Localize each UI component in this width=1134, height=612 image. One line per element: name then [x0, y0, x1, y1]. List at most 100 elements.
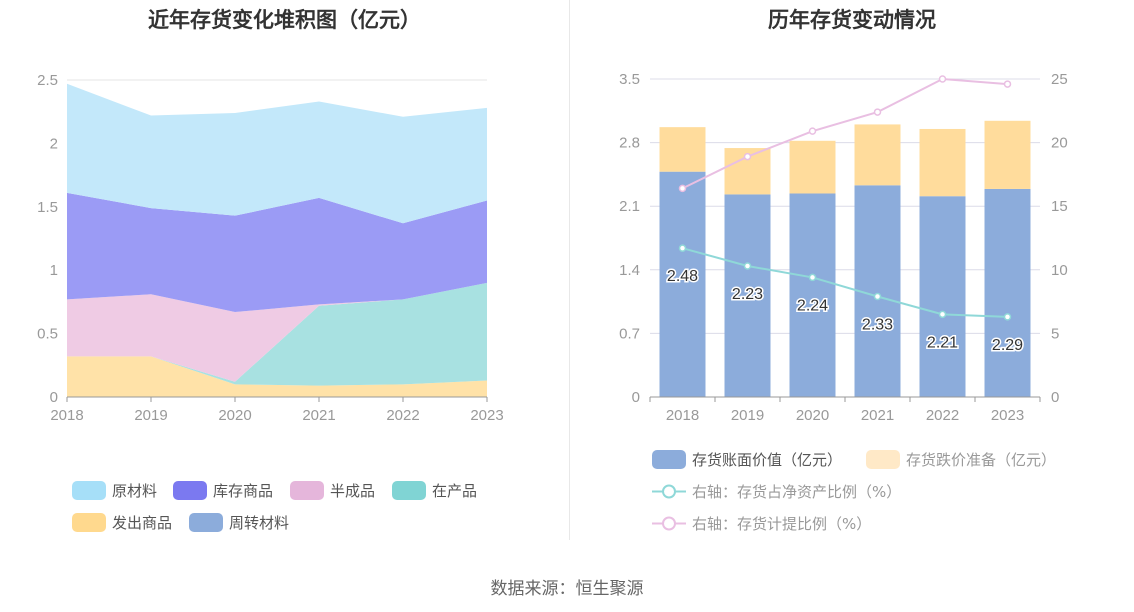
line-point [873, 108, 882, 116]
legend-item-turnover-material[interactable]: 周转材料 [189, 512, 289, 533]
y-tick-label: 1 [50, 262, 58, 279]
x-tick-label: 2018 [50, 407, 83, 424]
y-right-tick-label: 20 [1051, 135, 1068, 152]
y-right-tick-label: 25 [1051, 71, 1068, 88]
legend-label: 周转材料 [229, 514, 290, 532]
y-right-tick-label: 5 [1051, 325, 1059, 342]
bar-book-value [984, 188, 1031, 397]
y-right-tick-label: 10 [1051, 262, 1068, 279]
legend-item-raw-material[interactable]: 原材料 [72, 480, 157, 501]
legend-line-swatch [652, 514, 686, 533]
line-point [873, 292, 882, 301]
line-point [1003, 80, 1012, 88]
legend-swatch [173, 481, 207, 500]
legend-label: 库存商品 [213, 482, 274, 500]
data-source-note: 数据来源：恒生聚源 [490, 579, 644, 599]
left-chart-title: 近年存货变化堆积图（亿元） [148, 8, 421, 32]
line-point [938, 310, 947, 319]
legend-label: 右轴：存货计提比例（%） [692, 515, 872, 533]
legend-item-shipped-goods[interactable]: 发出商品 [72, 512, 172, 533]
x-tick-label: 2019 [134, 407, 167, 424]
bar-book-value [659, 171, 706, 397]
line-point [743, 152, 752, 161]
y-left-tick-label: 0 [632, 389, 640, 406]
area-series [67, 282, 487, 382]
area-series [67, 282, 487, 386]
bar-book-value [789, 193, 836, 397]
data-label: 2.21 [927, 334, 958, 351]
right-chart-title: 历年存货变动情况 [768, 8, 936, 32]
bar-book-value [724, 194, 771, 397]
legend-label: 在产品 [432, 482, 478, 500]
bar-line-combo-chart: 0 0 0.7 5 1.4 10 2.1 15 2.8 20 3.5 25 2018 2019 2020 20… [619, 71, 1068, 424]
bar-impairment [789, 140, 836, 194]
legend-item-stock-goods[interactable]: 库存商品 [173, 480, 273, 501]
y-tick-label: 0 [50, 389, 58, 406]
legend-item-impairment[interactable]: 存货跌价准备（亿元） [866, 449, 1056, 470]
legend-label: 存货账面价值（亿元） [692, 451, 843, 469]
x-tick-label: 2022 [926, 407, 959, 424]
x-tick-label: 2021 [302, 407, 335, 424]
line-point [1003, 313, 1012, 321]
line-point [808, 273, 817, 282]
x-tick-label: 2020 [218, 407, 251, 424]
legend-swatch [72, 481, 106, 500]
line-point [938, 75, 947, 83]
x-tick-label: 2018 [666, 407, 699, 424]
line-series [682, 77, 1008, 190]
bar-impairment [919, 128, 966, 197]
bar-impairment [984, 120, 1031, 189]
legend-label: 存货跌价准备（亿元） [906, 451, 1057, 469]
line-point [678, 184, 687, 193]
y-right-tick-label: 0 [1051, 389, 1059, 406]
area-series [67, 356, 487, 397]
stacked-area-chart: 0 0.5 1 1.5 2 2.5 2018 2019 2020 2021 2022 2023 [37, 72, 504, 424]
left-chart-panel: 近年存货变化堆积图（亿元） 0 0.5 1 1.5 2 2.5 2018 2019 2020 20… [0, 0, 569, 560]
data-label: 2.48 [667, 268, 698, 285]
data-label: 2.24 [797, 297, 828, 314]
line-point [808, 127, 817, 135]
legend-swatch [866, 450, 900, 469]
legend-label: 右轴：存货占净资产比例（%） [692, 483, 902, 501]
legend-item-net-asset-ratio[interactable]: 右轴：存货占净资产比例（%） [652, 481, 901, 502]
y-tick-label: 1.5 [37, 199, 58, 216]
legend-item-book-value[interactable]: 存货账面价值（亿元） [652, 449, 842, 470]
data-label: 2.29 [992, 337, 1023, 354]
y-left-tick-label: 0.7 [619, 325, 640, 342]
x-tick-label: 2022 [386, 407, 419, 424]
legend-swatch [72, 513, 106, 532]
x-tick-label: 2023 [470, 407, 503, 424]
legend-label: 发出商品 [112, 514, 173, 532]
legend-label: 原材料 [112, 482, 158, 500]
data-label: 2.33 [862, 317, 893, 334]
legend-item-semi-finished[interactable]: 半成品 [290, 480, 375, 501]
y-left-tick-label: 3.5 [619, 71, 640, 88]
x-tick-label: 2021 [861, 407, 894, 424]
y-tick-label: 0.5 [37, 326, 58, 343]
y-right-tick-label: 15 [1051, 198, 1068, 215]
line-point [678, 244, 687, 252]
legend-line-swatch [652, 482, 686, 501]
line-point [743, 262, 752, 270]
bar-impairment [854, 124, 901, 186]
legend-item-provision-ratio[interactable]: 右轴：存货计提比例（%） [652, 513, 871, 534]
line-series [682, 247, 1008, 318]
y-left-tick-label: 1.4 [619, 262, 640, 279]
area-series [67, 83, 487, 224]
x-tick-label: 2020 [796, 407, 829, 424]
y-tick-label: 2.5 [37, 72, 58, 89]
x-tick-label: 2019 [731, 407, 764, 424]
legend-swatch [392, 481, 426, 500]
right-chart-panel: 历年存货变动情况 [570, 0, 1134, 560]
panel-divider [569, 0, 570, 540]
legend-swatch [652, 450, 686, 469]
bar-book-value [919, 196, 966, 397]
legend-item-wip[interactable]: 在产品 [392, 480, 477, 501]
bar-impairment [659, 127, 706, 172]
legend-swatch [290, 481, 324, 500]
legend-swatch [189, 513, 223, 532]
data-label: 2.23 [732, 286, 763, 303]
area-series [67, 192, 487, 313]
legend-label: 半成品 [330, 482, 376, 500]
x-tick-label: 2023 [991, 407, 1024, 424]
